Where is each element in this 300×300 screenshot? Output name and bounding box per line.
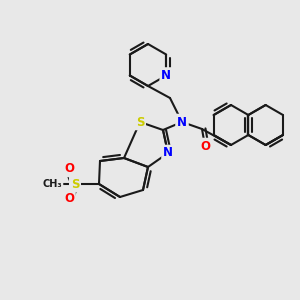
Text: N: N: [163, 146, 173, 160]
Text: O: O: [64, 193, 74, 206]
Text: S: S: [71, 178, 79, 190]
Text: S: S: [136, 116, 144, 128]
Text: N: N: [177, 116, 187, 128]
Text: CH₃: CH₃: [42, 179, 62, 189]
Text: O: O: [200, 140, 210, 152]
Text: O: O: [64, 163, 74, 176]
Text: N: N: [161, 69, 171, 82]
